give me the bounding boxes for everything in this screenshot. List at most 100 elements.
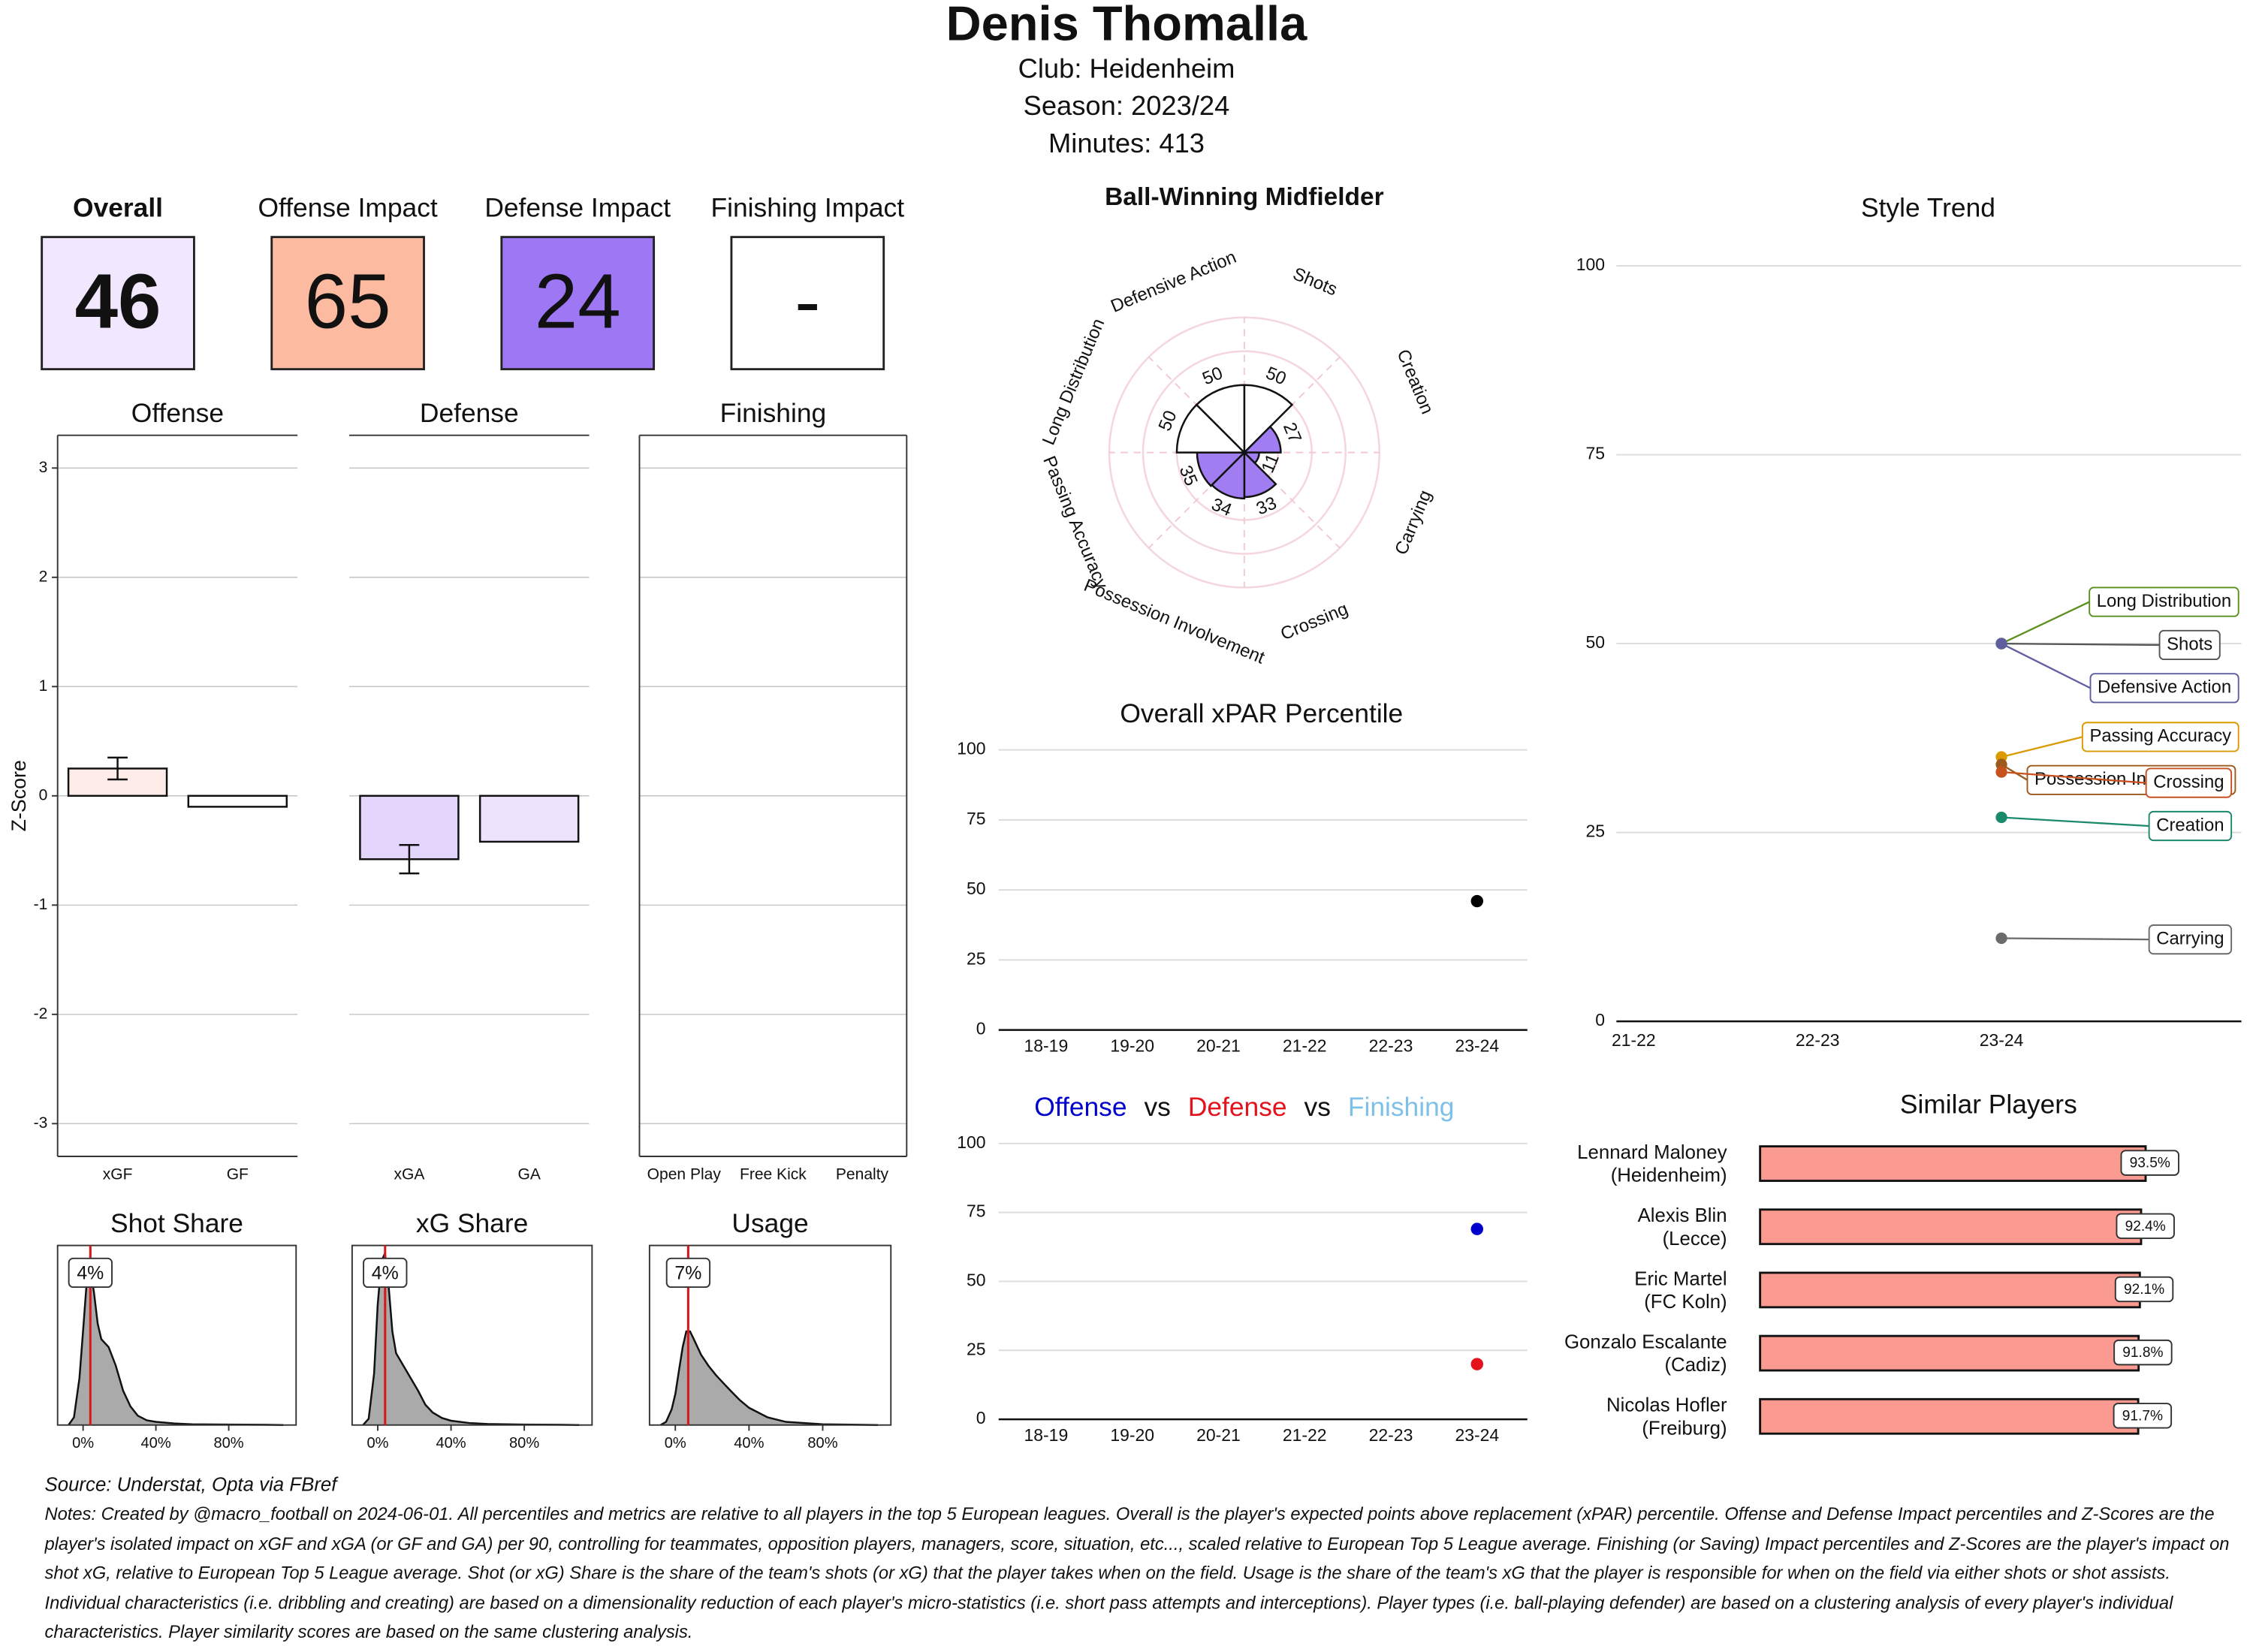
x-tick-label: 20-21 bbox=[1196, 1036, 1241, 1056]
label-box bbox=[2089, 586, 2239, 617]
marker-label-box bbox=[665, 1257, 711, 1289]
x-tick-label: 23-24 bbox=[1980, 1030, 2024, 1050]
impact-value: - bbox=[795, 258, 820, 345]
category-label: Long Distribution bbox=[1039, 315, 1109, 448]
grid-circle bbox=[1142, 350, 1347, 555]
marker-label: 4% bbox=[372, 1262, 399, 1283]
legend-label: Long Distribution bbox=[2097, 591, 2231, 611]
chart-title: Style Trend bbox=[1861, 194, 1995, 223]
y-tick-label: -2 bbox=[34, 1005, 48, 1022]
x-tick-label: 80% bbox=[509, 1435, 539, 1452]
legend-label: Shots bbox=[2167, 634, 2212, 654]
x-tick-label: Free Kick bbox=[740, 1165, 807, 1183]
title-series: Finishing bbox=[1348, 1093, 1455, 1122]
category-label: Shots bbox=[1290, 264, 1341, 300]
point bbox=[1470, 1222, 1484, 1235]
x-tick-label: 22-23 bbox=[1796, 1030, 1840, 1050]
polar-bar bbox=[1195, 384, 1246, 455]
panel-title: Offense bbox=[131, 399, 224, 428]
x-tick-label: 23-24 bbox=[1455, 1036, 1499, 1056]
panel-title: Finishing bbox=[720, 399, 827, 428]
series-label: Creation bbox=[2148, 810, 2233, 842]
x-tick-label: 22-23 bbox=[1369, 1425, 1413, 1445]
x-tick-label: 0% bbox=[72, 1435, 94, 1452]
x-tick-label: 80% bbox=[807, 1435, 837, 1452]
spoke bbox=[1148, 451, 1245, 549]
legend-label: Passing Accuracy bbox=[2089, 726, 2231, 746]
value-label: 50 bbox=[1263, 363, 1289, 389]
panel-title: xG Share bbox=[416, 1209, 528, 1238]
connector bbox=[2001, 642, 2160, 647]
y-tick-label: 3 bbox=[39, 459, 48, 476]
header-line: Club: Heidenheim bbox=[1018, 53, 1235, 83]
value-label: 92.4% bbox=[2125, 1219, 2166, 1234]
impact-label: Offense Impact bbox=[258, 194, 438, 223]
value-label-box bbox=[2114, 1276, 2174, 1303]
bar bbox=[187, 794, 288, 808]
value-label: 27 bbox=[1279, 420, 1305, 446]
x-tick-label: 19-20 bbox=[1110, 1036, 1154, 1056]
connector bbox=[2001, 643, 2092, 689]
marker-label-box bbox=[363, 1257, 408, 1289]
x-tick-label: 22-23 bbox=[1369, 1036, 1413, 1056]
x-tick-label: 21-22 bbox=[1612, 1030, 1656, 1050]
legend-label: Carrying bbox=[2156, 928, 2224, 948]
x-tick-label: Open Play bbox=[647, 1165, 722, 1183]
y-tick-label: 25 bbox=[1586, 821, 1606, 841]
impact-value: 46 bbox=[75, 258, 161, 345]
density-area bbox=[68, 1268, 284, 1426]
legend-label: Creation bbox=[2156, 815, 2224, 835]
marker-label: 4% bbox=[77, 1262, 104, 1283]
title-separator: vs bbox=[1304, 1093, 1331, 1122]
polar-bar bbox=[1243, 384, 1294, 455]
marker-label-box bbox=[68, 1257, 113, 1289]
x-tick-label: Penalty bbox=[836, 1165, 889, 1183]
value-label: 33 bbox=[1253, 493, 1280, 519]
chart-title: Offense vs Defense vs Finishing bbox=[1034, 1093, 1454, 1122]
value-label: 34 bbox=[1208, 494, 1235, 520]
x-tick-label: 21-22 bbox=[1283, 1036, 1327, 1056]
y-tick-label: 0 bbox=[1595, 1010, 1605, 1029]
header-line: Minutes: 413 bbox=[1048, 128, 1205, 158]
x-tick-label: 20-21 bbox=[1196, 1425, 1241, 1445]
y-tick-label: 25 bbox=[967, 948, 986, 968]
title-series: Defense bbox=[1188, 1093, 1287, 1122]
y-tick-label: 50 bbox=[967, 1270, 986, 1289]
bar bbox=[478, 794, 580, 843]
y-tick-label: 1 bbox=[39, 677, 48, 695]
category-label: Possession Involvement bbox=[1081, 575, 1268, 668]
series-label: Defensive Action bbox=[2089, 673, 2239, 704]
series-label: Crossing bbox=[2145, 767, 2233, 798]
frame bbox=[56, 1244, 297, 1426]
player-team: (Lecce) bbox=[1663, 1228, 1727, 1250]
x-tick-label: 0% bbox=[366, 1435, 388, 1452]
label-box bbox=[2148, 810, 2233, 842]
point bbox=[1470, 1358, 1484, 1370]
impact-card bbox=[41, 236, 195, 371]
value-label: 93.5% bbox=[2130, 1156, 2170, 1171]
point bbox=[1995, 811, 2007, 824]
impact-card bbox=[730, 236, 885, 371]
polar-bar bbox=[1241, 425, 1282, 454]
header-line: Season: 2023/24 bbox=[1024, 90, 1230, 121]
player-team: (FC Koln) bbox=[1644, 1292, 1727, 1313]
series-label: Carrying bbox=[2148, 924, 2233, 955]
x-tick-label: 40% bbox=[436, 1435, 466, 1452]
chart-title: Ball-Winning Midfielder bbox=[1105, 183, 1384, 211]
bar bbox=[1759, 1208, 2143, 1246]
x-tick-label: xGF bbox=[103, 1165, 133, 1183]
label-box bbox=[2148, 924, 2233, 955]
impact-label: Defense Impact bbox=[484, 194, 671, 223]
y-tick-label: 2 bbox=[39, 568, 48, 585]
x-tick-label: 80% bbox=[213, 1435, 243, 1452]
category-label: Defensive Action bbox=[1108, 247, 1239, 317]
player-team: (Freiburg) bbox=[1642, 1418, 1727, 1439]
series-label: Shots bbox=[2158, 629, 2221, 661]
impact-card bbox=[500, 236, 656, 371]
x-tick-label: xGA bbox=[394, 1165, 424, 1183]
series-label: Long Distribution bbox=[2089, 586, 2239, 617]
y-tick-label: 75 bbox=[1586, 444, 1606, 463]
connector bbox=[2001, 601, 2090, 645]
point bbox=[1995, 932, 2007, 945]
